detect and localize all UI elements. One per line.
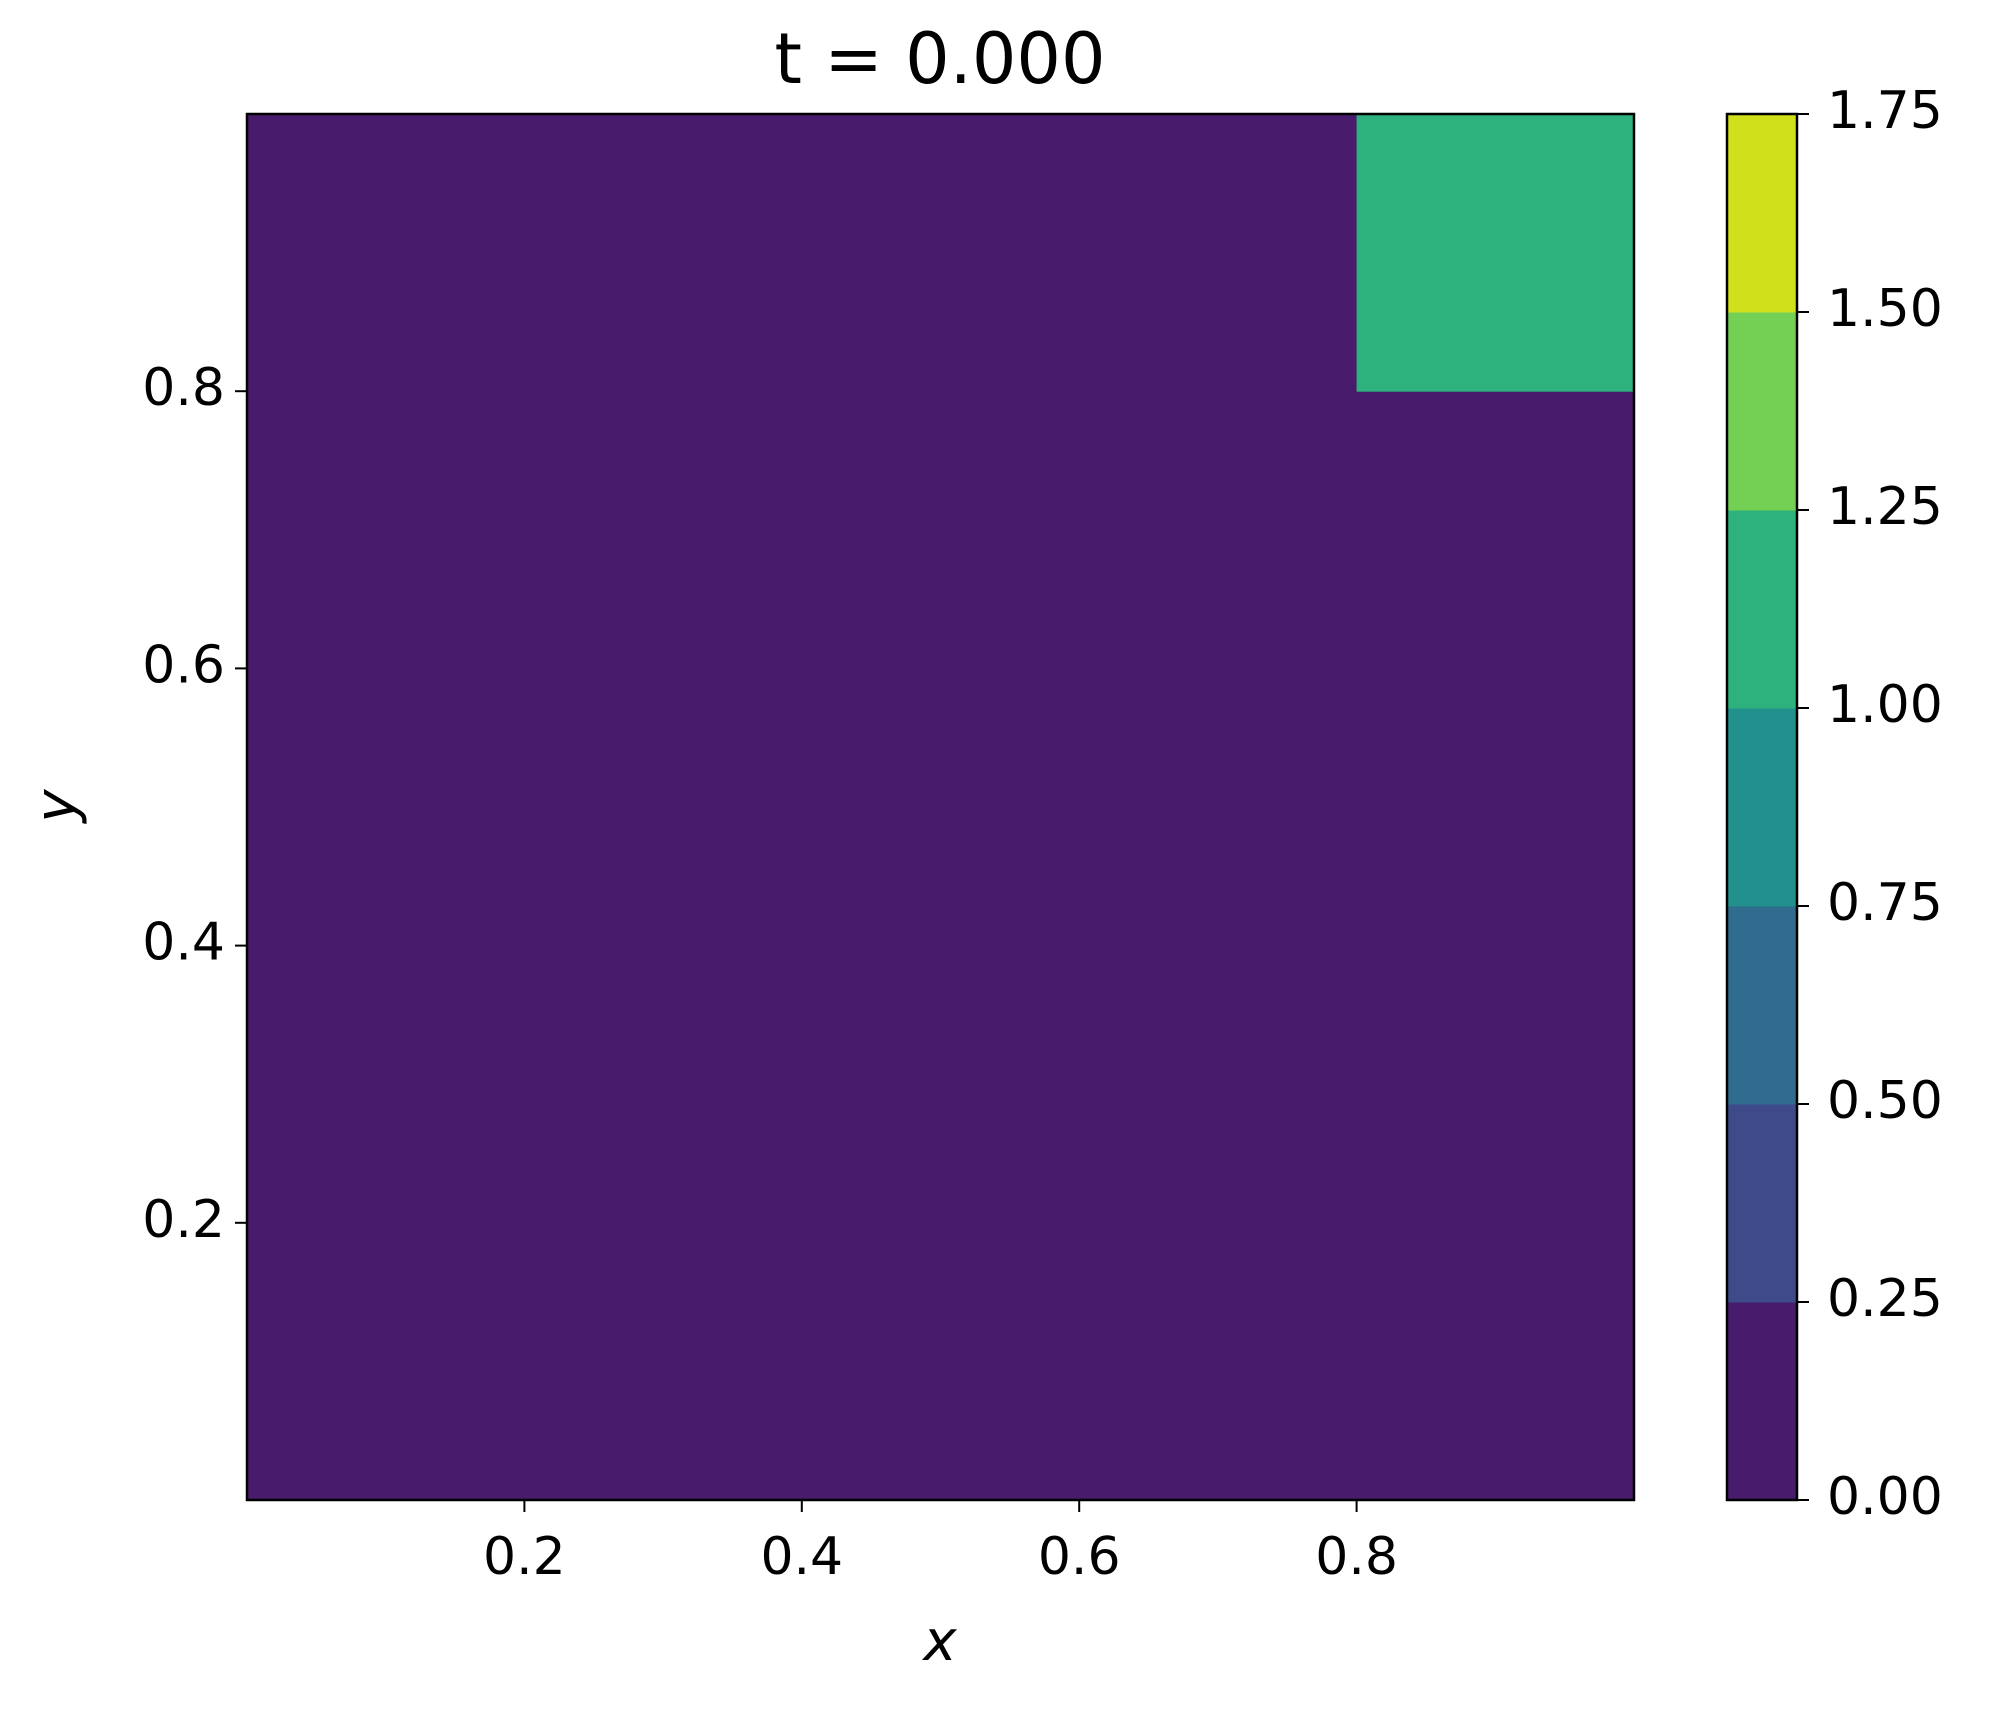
colorbar-tick-label: 1.75 (1827, 81, 1943, 141)
colorbar-tick-label: 1.00 (1827, 675, 1943, 735)
colorbar-tick-label: 0.25 (1827, 1269, 1943, 1329)
contour-cell (1356, 114, 1635, 392)
colorbar-tick-label: 0.00 (1827, 1467, 1943, 1527)
colorbar-tick-label: 1.25 (1827, 477, 1943, 537)
colorbar-band (1727, 708, 1797, 907)
y-tick-label: 0.6 (142, 635, 225, 695)
colorbar-band (1727, 312, 1797, 511)
colorbar-tick-label: 0.50 (1827, 1071, 1943, 1131)
colorbar-tick-label: 1.50 (1827, 279, 1943, 339)
contour-cell (247, 114, 1358, 392)
x-axis-label: x (921, 1609, 957, 1674)
x-tick-label: 0.6 (1038, 1527, 1121, 1587)
contour-cell (1356, 391, 1635, 1501)
x-tick-label: 0.4 (760, 1527, 843, 1587)
contour-cell (247, 391, 1358, 1501)
plot-frame (245, 112, 1636, 1502)
y-tick-label: 0.2 (142, 1190, 225, 1250)
colorbar-band (1727, 1104, 1797, 1303)
colorbar-frame (1725, 112, 1799, 1502)
colorbar-band (1727, 510, 1797, 709)
colorbar-band (1727, 1302, 1797, 1501)
colorbar-band (1727, 906, 1797, 1105)
y-tick-label: 0.8 (142, 358, 225, 418)
colorbar-band (1727, 114, 1797, 313)
x-tick-label: 0.8 (1315, 1527, 1398, 1587)
y-axis-label: y (24, 789, 89, 825)
chart-title: t = 0.000 (775, 18, 1106, 100)
x-tick-label: 0.2 (483, 1527, 566, 1587)
colorbar-tick-label: 0.75 (1827, 873, 1943, 933)
y-tick-label: 0.4 (142, 913, 225, 973)
